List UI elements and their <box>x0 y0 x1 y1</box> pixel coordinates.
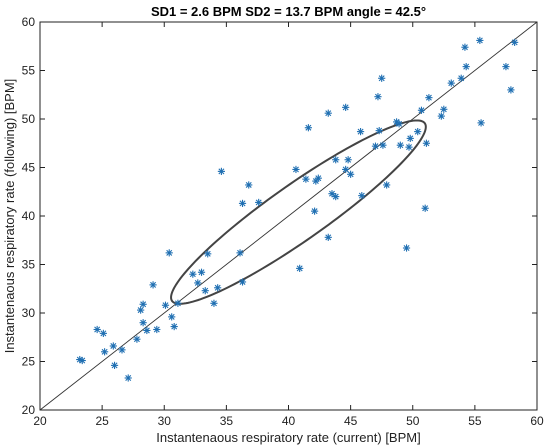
data-point <box>461 44 468 51</box>
data-point <box>100 330 107 337</box>
data-point <box>476 37 483 44</box>
data-point <box>332 156 339 163</box>
y-tick-label: 40 <box>22 209 36 223</box>
data-point <box>292 166 299 173</box>
data-point <box>502 63 509 70</box>
data-point <box>357 128 364 135</box>
data-point <box>239 200 246 207</box>
x-tick-label: 25 <box>95 414 109 428</box>
data-point <box>311 208 318 215</box>
data-point <box>140 301 147 308</box>
data-point <box>405 144 412 151</box>
data-point <box>372 143 379 150</box>
data-point <box>79 357 86 364</box>
x-tick-label: 35 <box>220 414 234 428</box>
x-tick-label: 60 <box>530 414 544 428</box>
data-point <box>325 110 332 117</box>
x-axis-label: Instantenaous respiratory rate (current)… <box>156 430 420 445</box>
data-point <box>218 168 225 175</box>
data-point <box>171 323 178 330</box>
data-point <box>414 128 421 135</box>
data-point <box>133 336 140 343</box>
data-point <box>458 75 465 82</box>
data-point <box>407 135 414 142</box>
data-point <box>166 249 173 256</box>
data-point <box>296 265 303 272</box>
data-point <box>315 175 322 182</box>
data-point <box>174 300 181 307</box>
data-point <box>507 86 514 93</box>
y-axis-label: Instantenaous respiratory rate (followin… <box>2 79 17 354</box>
data-point <box>383 181 390 188</box>
y-tick-label: 55 <box>22 64 36 78</box>
y-tick-label: 50 <box>22 112 36 126</box>
data-point <box>332 193 339 200</box>
data-point <box>358 192 365 199</box>
data-point <box>140 319 147 326</box>
data-point <box>379 142 386 149</box>
y-tick-label: 20 <box>22 403 36 417</box>
y-tick-label: 25 <box>22 355 36 369</box>
data-point <box>374 93 381 100</box>
data-point <box>214 284 221 291</box>
data-point <box>189 271 196 278</box>
data-point <box>162 302 169 309</box>
y-tick-label: 30 <box>22 306 36 320</box>
data-point <box>345 156 352 163</box>
y-tick-label: 60 <box>22 15 36 29</box>
x-tick-label: 45 <box>344 414 358 428</box>
data-point <box>395 120 402 127</box>
data-point <box>239 278 246 285</box>
data-point <box>422 205 429 212</box>
data-point <box>342 104 349 111</box>
data-point <box>204 250 211 257</box>
data-point <box>477 119 484 126</box>
x-tick-label: 20 <box>33 414 47 428</box>
y-tick-label: 45 <box>22 161 36 175</box>
data-point <box>425 94 432 101</box>
data-point <box>125 374 132 381</box>
data-point <box>438 112 445 119</box>
data-point <box>202 287 209 294</box>
data-point <box>403 244 410 251</box>
data-point <box>101 348 108 355</box>
data-point <box>110 342 117 349</box>
data-point <box>448 80 455 87</box>
x-tick-label: 30 <box>158 414 172 428</box>
data-point <box>255 199 262 206</box>
data-point <box>94 326 101 333</box>
data-point <box>378 75 385 82</box>
data-point <box>194 279 201 286</box>
data-point <box>302 176 309 183</box>
data-point <box>198 269 205 276</box>
data-point <box>511 39 518 46</box>
chart-title: SD1 = 2.6 BPM SD2 = 13.7 BPM angle = 42.… <box>151 4 426 19</box>
data-point <box>245 181 252 188</box>
x-tick-label: 50 <box>406 414 420 428</box>
data-point <box>210 300 217 307</box>
data-point <box>118 346 125 353</box>
data-point <box>168 313 175 320</box>
data-point <box>423 140 430 147</box>
x-tick-label: 55 <box>468 414 482 428</box>
data-point <box>153 326 160 333</box>
data-point <box>418 107 425 114</box>
data-point <box>440 106 447 113</box>
x-tick-label: 40 <box>282 414 296 428</box>
data-point <box>305 124 312 131</box>
data-point <box>236 249 243 256</box>
data-point <box>347 171 354 178</box>
data-point <box>143 327 150 334</box>
data-point <box>325 234 332 241</box>
data-point <box>376 127 383 134</box>
data-point <box>397 142 404 149</box>
data-point <box>111 362 118 369</box>
y-tick-label: 35 <box>22 258 36 272</box>
data-point <box>463 63 470 70</box>
data-point <box>149 281 156 288</box>
